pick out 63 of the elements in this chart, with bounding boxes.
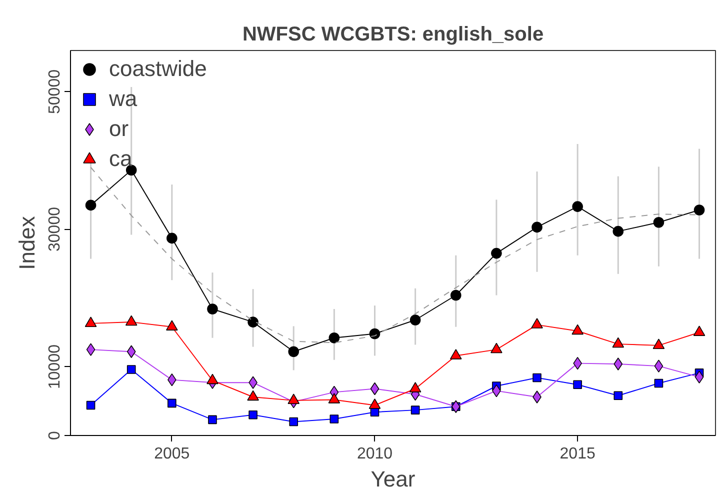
point [653, 216, 664, 228]
point [370, 382, 380, 396]
chart-title: NWFSC WCGBTS: english_sole [242, 24, 544, 46]
x-tick-label: 2015 [560, 446, 596, 462]
point [410, 406, 420, 414]
point [168, 398, 176, 408]
point [126, 345, 136, 358]
point [614, 358, 623, 370]
point [85, 200, 96, 211]
point [207, 304, 218, 314]
point [368, 398, 381, 409]
point [612, 337, 624, 348]
point [248, 410, 258, 420]
point [86, 400, 96, 410]
legend-label: coastwide [109, 56, 207, 82]
point [693, 326, 706, 336]
point [206, 374, 218, 384]
point [572, 324, 584, 335]
point [126, 365, 136, 374]
y-tick-label: 10000 [46, 344, 64, 389]
point [288, 394, 300, 404]
y-tick-label: 30000 [46, 206, 64, 252]
point [652, 338, 665, 350]
point [330, 414, 339, 424]
x-tick-label: 2010 [356, 446, 393, 462]
point [409, 382, 422, 392]
legend-label: ca [109, 146, 132, 172]
legend-label: wa [109, 86, 138, 112]
point [612, 226, 624, 237]
legend-label: or [109, 116, 129, 142]
point [532, 222, 542, 233]
point [247, 390, 259, 401]
y-axis-title: Index [14, 216, 40, 270]
point [572, 201, 583, 212]
point [694, 204, 705, 216]
point [573, 380, 582, 390]
point [654, 378, 664, 388]
point [166, 320, 178, 330]
y-tick-label: 0 [46, 430, 64, 440]
point [450, 349, 462, 360]
point [328, 393, 340, 404]
point [532, 373, 542, 382]
x-axis-title: Year [370, 466, 416, 492]
point [654, 360, 664, 372]
point [450, 290, 462, 301]
y-tick-label: 50000 [46, 69, 64, 114]
point [490, 342, 502, 354]
point [84, 316, 97, 328]
point [614, 391, 623, 400]
point [694, 370, 704, 384]
point [288, 346, 300, 358]
point [531, 318, 543, 328]
point [166, 232, 178, 244]
point [208, 415, 217, 424]
point [86, 343, 96, 356]
x-tick-label: 2005 [154, 446, 190, 462]
point [125, 315, 138, 326]
point [289, 417, 298, 426]
point [248, 316, 258, 328]
point [328, 332, 340, 344]
point [410, 314, 421, 326]
point [369, 328, 380, 340]
point [491, 248, 502, 259]
